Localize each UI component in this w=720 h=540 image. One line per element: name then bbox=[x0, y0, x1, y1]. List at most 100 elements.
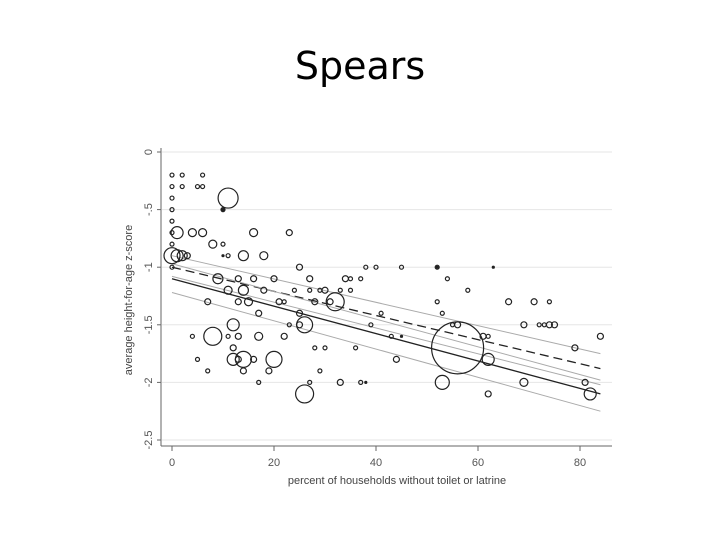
data-point bbox=[399, 334, 404, 338]
data-point bbox=[546, 299, 553, 305]
data-point bbox=[200, 183, 206, 190]
data-point bbox=[169, 172, 175, 178]
data-point bbox=[291, 287, 297, 293]
data-point bbox=[194, 183, 201, 190]
x-axis-label: percent of households without toilet or … bbox=[288, 475, 506, 487]
data-point bbox=[295, 384, 315, 404]
data-point bbox=[234, 298, 242, 306]
data-point bbox=[321, 286, 329, 294]
data-point bbox=[234, 350, 252, 368]
y-axis: 0 -.5 -1 -1.5 -2 -2.5 bbox=[143, 148, 162, 449]
data-point bbox=[208, 239, 218, 249]
data-point bbox=[249, 228, 259, 238]
data-point bbox=[234, 275, 242, 283]
fit-line bbox=[171, 255, 601, 355]
data-point bbox=[295, 263, 304, 271]
data-point bbox=[179, 183, 185, 190]
data-point bbox=[347, 276, 354, 282]
data-point bbox=[505, 298, 513, 306]
data-point bbox=[204, 298, 212, 306]
data-point bbox=[176, 250, 188, 262]
data-point bbox=[364, 380, 368, 384]
data-point bbox=[307, 379, 313, 385]
data-point bbox=[485, 333, 491, 339]
data-point bbox=[317, 368, 323, 374]
data-point bbox=[363, 264, 369, 270]
data-point bbox=[239, 367, 247, 375]
y-tick-label: -1 bbox=[143, 262, 155, 272]
data-point bbox=[347, 287, 354, 293]
data-point bbox=[250, 275, 258, 283]
y-axis-label: average height-for-age z-score bbox=[123, 225, 135, 375]
data-point bbox=[435, 265, 439, 269]
data-point bbox=[520, 321, 528, 329]
data-point bbox=[373, 264, 379, 270]
data-point bbox=[296, 316, 314, 334]
data-point bbox=[212, 273, 224, 285]
data-point bbox=[221, 254, 225, 258]
data-point bbox=[322, 345, 328, 351]
data-point bbox=[226, 352, 240, 366]
data-point bbox=[223, 285, 233, 295]
fit-line bbox=[171, 263, 601, 381]
data-point bbox=[439, 310, 445, 316]
data-point bbox=[260, 286, 268, 294]
x-axis: 0 20 40 60 80 bbox=[161, 445, 612, 469]
data-point bbox=[491, 265, 495, 269]
data-point bbox=[434, 374, 450, 390]
data-point bbox=[226, 318, 240, 332]
data-point bbox=[225, 253, 231, 259]
x-tick-label: 0 bbox=[169, 457, 175, 469]
data-point bbox=[431, 321, 485, 375]
data-point bbox=[306, 275, 314, 283]
data-point bbox=[163, 247, 181, 265]
data-point bbox=[341, 275, 349, 283]
data-point bbox=[237, 250, 249, 262]
data-point bbox=[169, 241, 175, 247]
data-point bbox=[388, 333, 394, 339]
data-point bbox=[259, 251, 269, 261]
data-point bbox=[169, 218, 175, 224]
data-point bbox=[187, 228, 197, 238]
data-point bbox=[481, 352, 495, 366]
data-point bbox=[183, 252, 191, 260]
data-point bbox=[237, 284, 249, 296]
data-point bbox=[353, 345, 359, 351]
data-point bbox=[392, 355, 400, 363]
data-point bbox=[243, 297, 254, 307]
data-point bbox=[169, 264, 175, 270]
fit-line bbox=[171, 292, 601, 412]
data-point bbox=[179, 172, 185, 178]
data-point bbox=[270, 275, 278, 283]
x-tick-label: 80 bbox=[574, 457, 586, 469]
data-point bbox=[571, 344, 579, 352]
data-point bbox=[434, 264, 440, 270]
data-point bbox=[530, 298, 538, 306]
x-tick-label: 20 bbox=[268, 457, 280, 469]
data-point bbox=[358, 276, 364, 282]
data-point bbox=[217, 187, 239, 209]
y-tick-label: -.5 bbox=[143, 203, 155, 216]
data-point bbox=[234, 332, 242, 340]
data-point bbox=[465, 287, 471, 293]
data-point bbox=[194, 356, 201, 362]
data-point bbox=[205, 368, 211, 374]
fit-line bbox=[171, 278, 601, 395]
y-tick-label: -2 bbox=[143, 378, 155, 388]
data-point bbox=[358, 379, 364, 385]
data-point bbox=[545, 321, 554, 329]
data-point bbox=[265, 367, 273, 375]
data-point bbox=[536, 322, 542, 328]
fit-line bbox=[171, 266, 601, 370]
data-point bbox=[220, 207, 226, 213]
data-point bbox=[225, 333, 231, 339]
data-point bbox=[281, 299, 287, 305]
data-point bbox=[286, 322, 292, 328]
data-point bbox=[170, 249, 184, 263]
data-point bbox=[295, 309, 304, 317]
fit-lines bbox=[171, 255, 601, 412]
grid-lines bbox=[162, 151, 612, 441]
data-point bbox=[326, 298, 334, 306]
data-point bbox=[169, 195, 175, 201]
data-point bbox=[255, 309, 263, 317]
